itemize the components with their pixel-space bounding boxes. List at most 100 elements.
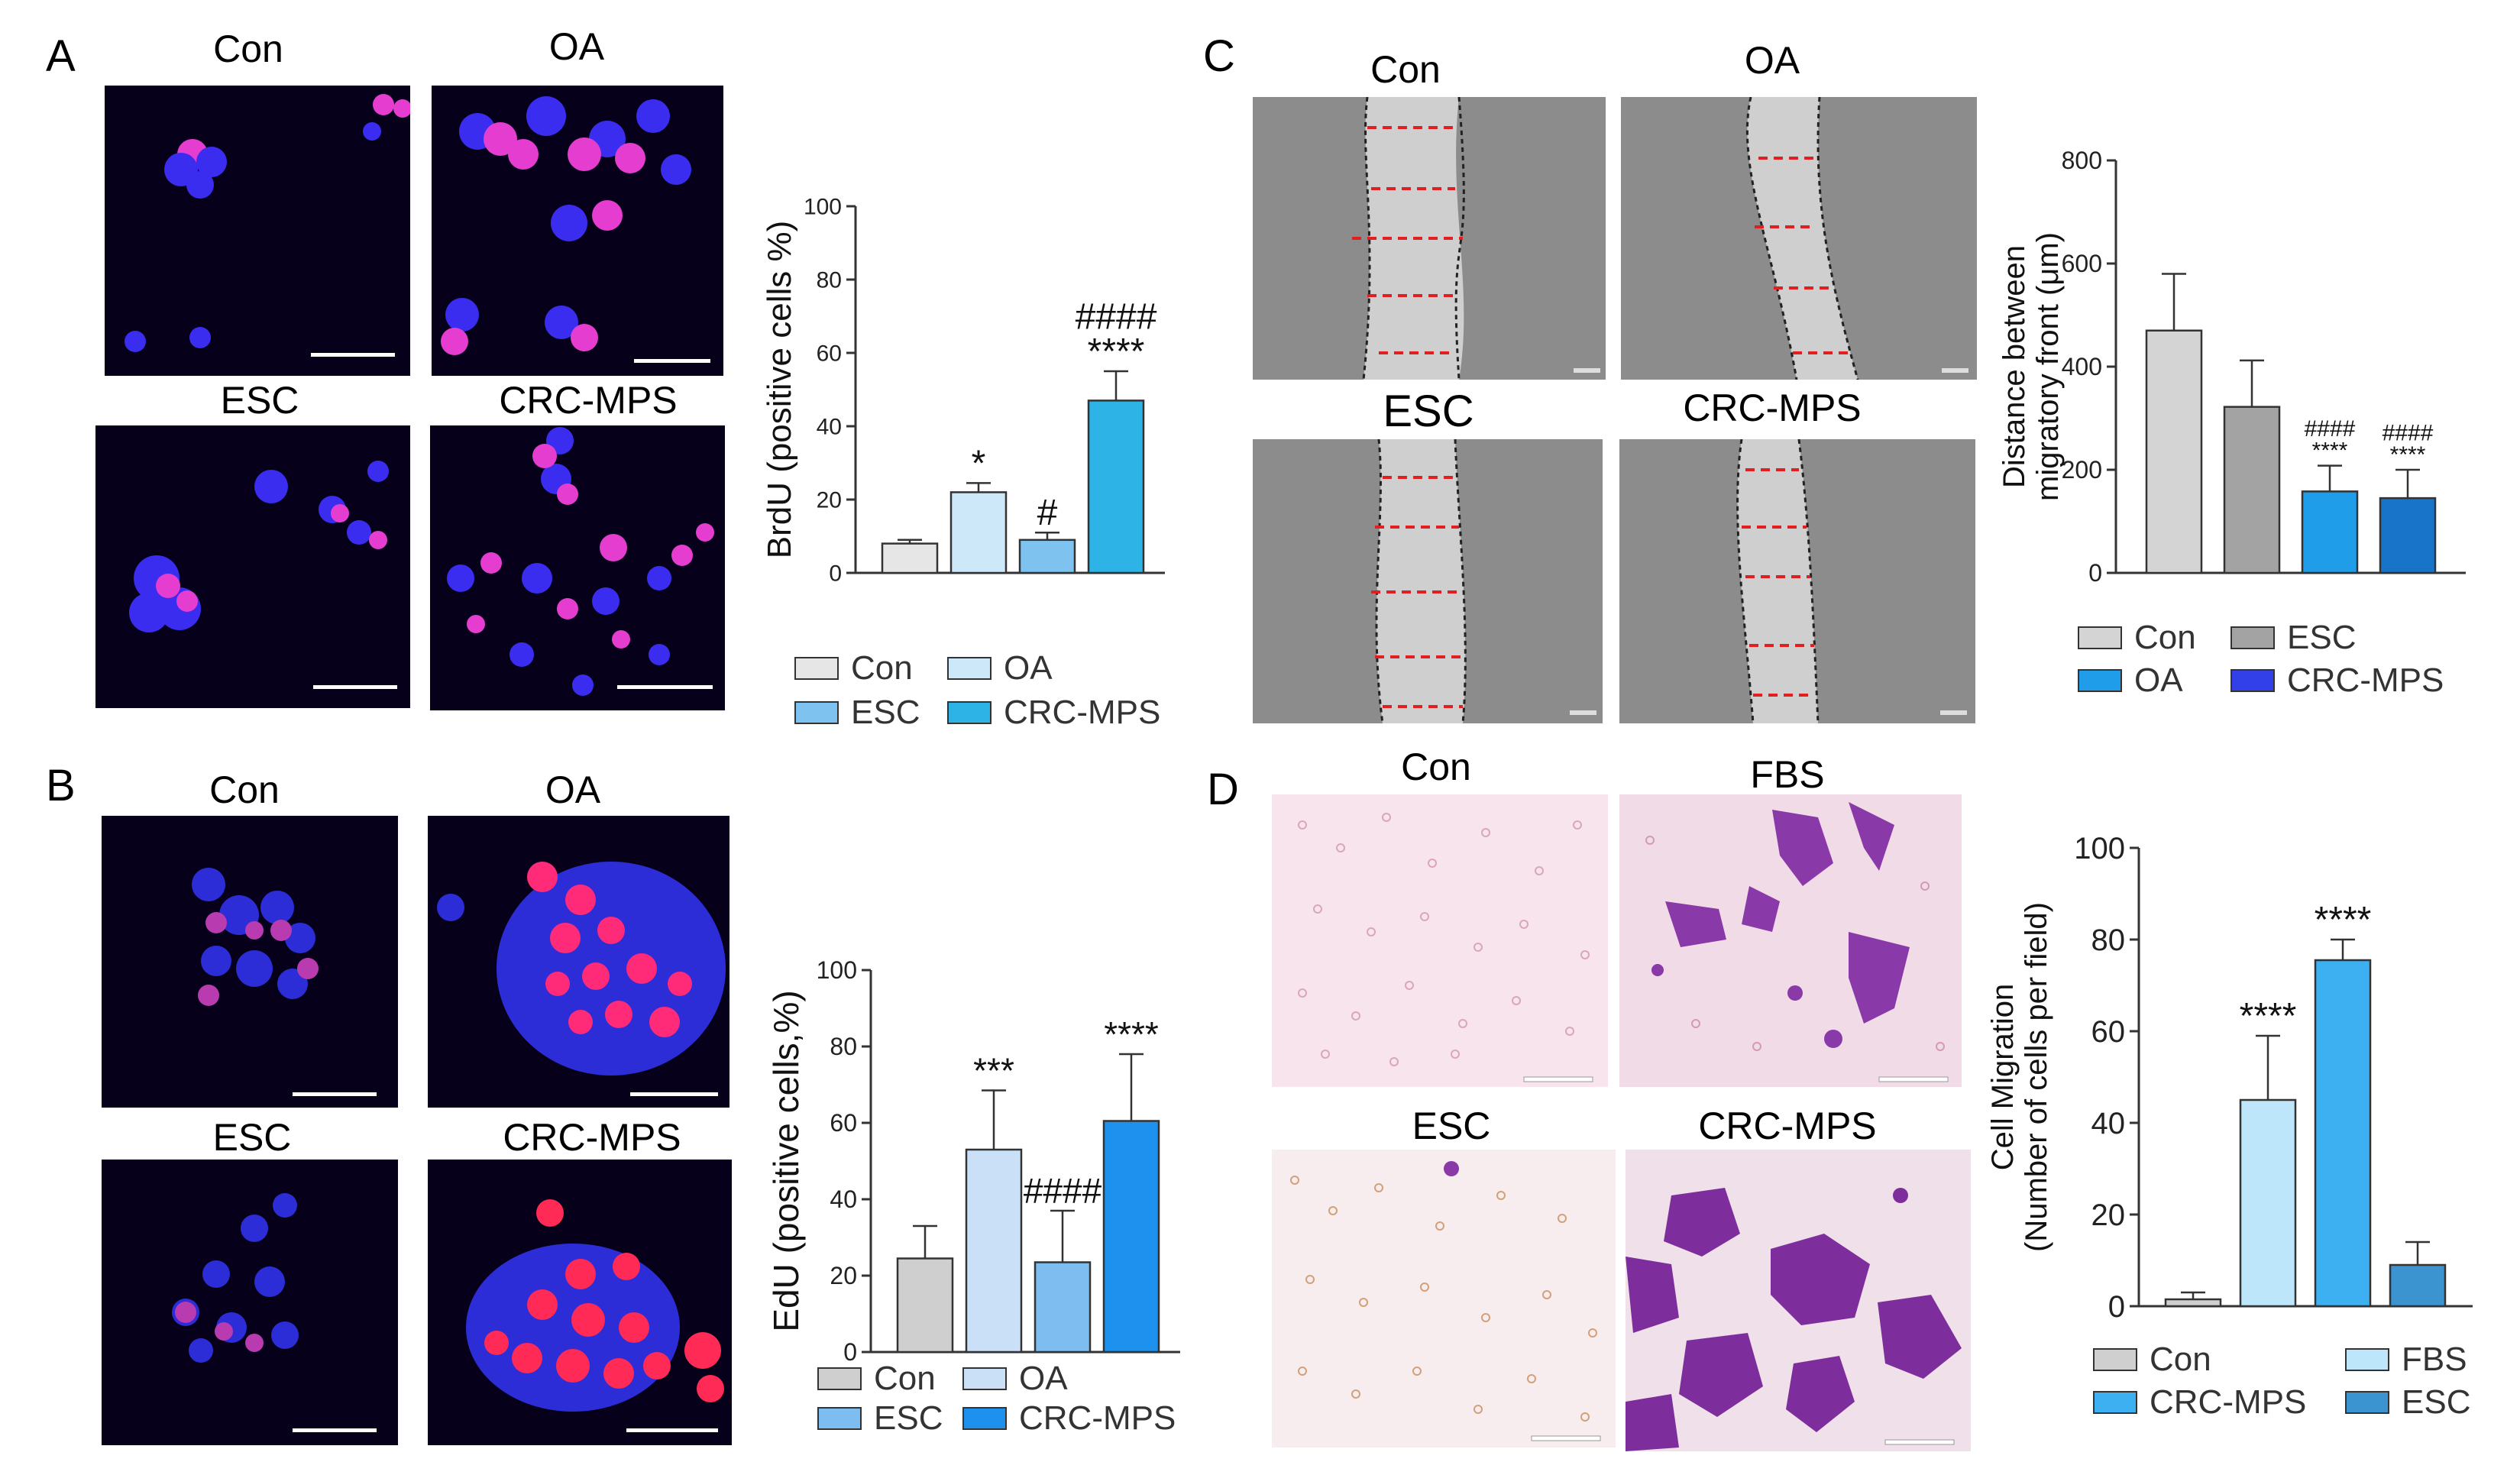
legend-b-item-1: OA [962, 1360, 1068, 1398]
chart-d-bar-3 [2389, 1263, 2447, 1308]
legend-a-label-3: CRC-MPS [1004, 694, 1161, 731]
legend-b-label-2: ESC [874, 1399, 943, 1437]
legend-a-label-1: OA [1004, 649, 1053, 687]
chart-c-bar-0 [2145, 329, 2203, 574]
legend-b-label-1: OA [1019, 1360, 1068, 1397]
panel-c-label-con: Con [1370, 48, 1441, 91]
legend-a-item-2: ESC [794, 694, 920, 732]
chart-c-bar-2 [2301, 490, 2359, 574]
chart-a-annotation-1: * [972, 443, 986, 484]
panel-c-image-con [1253, 97, 1606, 380]
chart-a-bar-1 [949, 491, 1008, 574]
panel-a-label-oa: OA [548, 25, 605, 68]
panel-a-label-con: Con [213, 27, 283, 70]
chart-b-ytick-label: 60 [830, 1109, 857, 1137]
legend-a-label-0: Con [851, 649, 913, 687]
legend-b-item-0: Con [817, 1360, 936, 1398]
legend-d-label-3: ESC [2402, 1383, 2471, 1421]
chart-d-ylabel: (Number of cells per field) [2020, 902, 2053, 1252]
chart-c-annotation-2: **** [2312, 438, 2348, 464]
legend-a-swatch-0 [794, 657, 839, 680]
chart-b-bar-2 [1034, 1261, 1092, 1354]
legend-b: Con OA ESC CRC-MPS [817, 1360, 1276, 1444]
chart-d-annotation-1: **** [2240, 996, 2297, 1037]
chart-b-ytick-label: 80 [830, 1033, 857, 1060]
legend-a-item-0: Con [794, 649, 913, 687]
chart-d-bar-1 [2239, 1098, 2297, 1308]
panel-b-image-esc [102, 1160, 398, 1445]
panel-b-label-esc: ESC [212, 1116, 292, 1159]
chart-d-ytick-label: 20 [2091, 1198, 2126, 1232]
panel-d-label-esc: ESC [1412, 1105, 1491, 1147]
legend-a-swatch-3 [947, 701, 992, 724]
chart-a-bar-2 [1018, 539, 1076, 574]
legend-d-label-1: FBS [2402, 1341, 2467, 1378]
legend-d: Con FBS CRC-MPS ESC [2093, 1341, 2505, 1425]
chart-c-ylabel: migratory front (μm) [2031, 232, 2065, 501]
panel-d-label-crc: CRC-MPS [1698, 1105, 1877, 1147]
chart-c-ytick-label: 800 [2062, 147, 2102, 174]
legend-c-item-1: ESC [2230, 619, 2356, 657]
chart-a-ytick-label: 20 [817, 488, 842, 513]
chart-a-annotation-3: #### [1076, 296, 1157, 337]
chart-c-ylabel: Distance between [1998, 245, 2031, 488]
legend-c-item-0: Con [2078, 619, 2196, 657]
panel-d-label-fbs: FBS [1750, 753, 1825, 796]
chart-c-bar-1 [2223, 406, 2281, 574]
chart-d-ytick-label: 80 [2091, 923, 2126, 957]
chart-b-ytick-label: 20 [830, 1262, 857, 1289]
legend-c-item-3: CRC-MPS [2230, 661, 2444, 700]
legend-d-item-3: ESC [2345, 1383, 2470, 1422]
chart-d-annotation-2: **** [2315, 900, 2372, 940]
chart-d-ylabel: Cell Migration [1986, 984, 2020, 1171]
chart-a-annotation-2: # [1037, 493, 1058, 533]
legend-c-label-3: CRC-MPS [2287, 661, 2444, 699]
chart-d-ytick-label: 60 [2091, 1015, 2126, 1049]
legend-c-swatch-0 [2078, 626, 2122, 649]
chart-c-bar-3 [2379, 497, 2437, 574]
panel-c-label-esc: ESC [1383, 387, 1474, 436]
legend-a-item-3: CRC-MPS [947, 694, 1160, 732]
chart-b-bar-0 [896, 1257, 954, 1354]
chart-a-bar-3 [1087, 399, 1145, 574]
panel-a-label-esc: ESC [220, 379, 299, 422]
chart-d-ytick-label: 0 [2108, 1290, 2125, 1324]
legend-c-swatch-1 [2230, 626, 2275, 649]
legend-d-item-1: FBS [2345, 1341, 2467, 1379]
chart-a-ytick-label: 40 [817, 415, 842, 440]
panel-d-image-fbs [1619, 794, 1962, 1087]
chart-a-ylabel: BrdU (positive cells %) [761, 221, 798, 559]
chart-b-bar-3 [1102, 1120, 1160, 1354]
chart-c-ytick-label: 600 [2062, 250, 2102, 277]
chart-a: 0 20 40 60 80 100 BrdU (positive cells %) * # ***… [749, 115, 1222, 649]
chart-a-ytick-label: 100 [804, 195, 842, 220]
legend-b-swatch-0 [817, 1367, 862, 1390]
panel-c-label-crc: CRC-MPS [1683, 387, 1862, 429]
chart-b-svg: 0 20 40 60 80 100 EdU (positive cells,%) *** ###… [766, 956, 1180, 1366]
chart-c-svg: 0 200 400 600 800 Distance between migratory f… [1998, 147, 2466, 587]
panel-c-label-oa: OA [1744, 39, 1800, 82]
panel-b-label-crc: CRC-MPS [503, 1116, 681, 1159]
chart-a-annotation-3: **** [1088, 332, 1145, 372]
legend-c-swatch-3 [2230, 669, 2275, 692]
chart-b-ytick-label: 0 [843, 1338, 857, 1366]
panel-d-image-esc [1272, 1150, 1616, 1448]
chart-b-ylabel: EdU (positive cells,%) [766, 990, 806, 1331]
legend-a-label-2: ESC [851, 694, 920, 731]
legend-c-label-0: Con [2134, 619, 2196, 656]
chart-b-ytick-label: 40 [830, 1185, 857, 1213]
chart-d-svg: 0 20 40 60 80 100 Cell Migration (Number of cel… [1986, 832, 2473, 1324]
chart-b-ytick-label: 100 [817, 956, 857, 984]
legend-d-label-2: CRC-MPS [2150, 1383, 2307, 1421]
legend-d-label-0: Con [2150, 1341, 2211, 1378]
chart-c-annotation-3: **** [2390, 442, 2426, 467]
panel-a-image-esc [95, 425, 410, 708]
legend-d-item-0: Con [2093, 1341, 2211, 1379]
panel-a-image-con [105, 86, 410, 376]
legend-d-swatch-0 [2093, 1348, 2137, 1371]
chart-c-ytick-label: 200 [2062, 456, 2102, 484]
chart-c-ytick-label: 400 [2062, 353, 2102, 380]
chart-d-ytick-label: 100 [2074, 832, 2125, 865]
chart-c-annotation-2: #### [2305, 416, 2356, 442]
